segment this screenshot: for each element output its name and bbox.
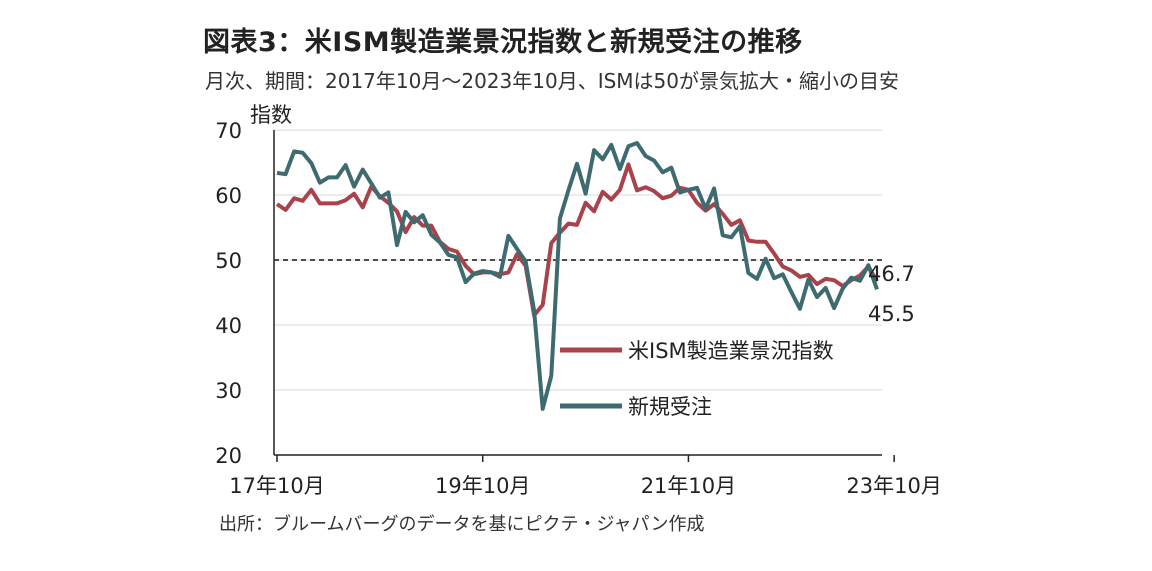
y-tick-label: 40 — [215, 314, 242, 338]
x-tick-label: 19年10月 — [435, 474, 530, 498]
axes — [273, 130, 882, 456]
source-note: 出所：ブルームバーグのデータを基にピクテ・ジャパン作成 — [219, 514, 705, 535]
x-tick-labels: 17年10月 19年10月 21年10月 23年10月 — [229, 455, 942, 498]
y-tick-label: 50 — [215, 249, 242, 273]
y-tick-label: 20 — [215, 444, 242, 468]
legend: 米ISM製造業景況指数 新規受注 — [560, 339, 834, 419]
chart-title: 図表3：米ISM製造業景況指数と新規受注の推移 — [203, 27, 803, 58]
chart-subtitle: 月次、期間：2017年10月～2023年10月、ISMは50が景気拡大・縮小の目… — [205, 69, 899, 93]
series-group — [275, 141, 879, 411]
series-line-new-orders — [276, 141, 879, 411]
x-tick-label: 23年10月 — [846, 474, 941, 498]
series-line-ism — [275, 162, 879, 318]
y-tick-label: 70 — [215, 119, 242, 143]
y-tick-label: 60 — [215, 184, 242, 208]
x-tick-label: 21年10月 — [641, 474, 736, 498]
legend-label-new-orders: 新規受注 — [628, 395, 712, 419]
end-value-label-new-orders: 45.5 — [868, 302, 915, 326]
y-tick-labels: 20 30 40 50 60 70 — [215, 119, 242, 468]
legend-label-ism: 米ISM製造業景況指数 — [628, 339, 834, 363]
end-value-label-ism: 46.7 — [868, 262, 915, 286]
y-axis-label: 指数 — [250, 103, 292, 127]
x-tick-label: 17年10月 — [229, 474, 324, 498]
y-tick-label: 30 — [215, 379, 242, 403]
